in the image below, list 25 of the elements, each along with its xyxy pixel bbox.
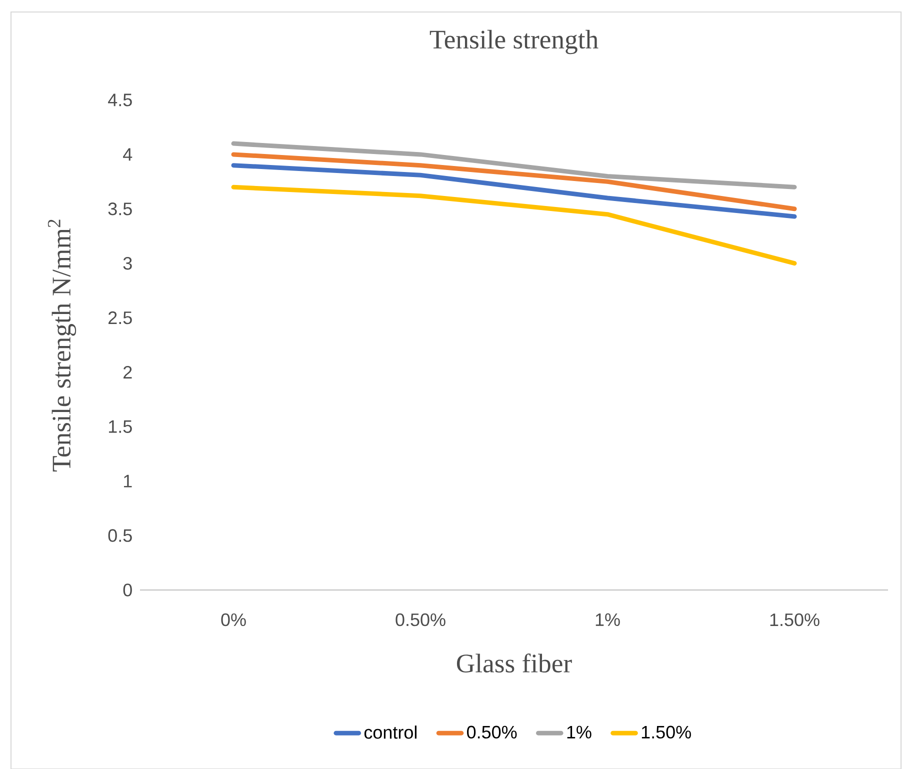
chart-title: Tensile strength bbox=[430, 30, 598, 54]
y-tick-label: 0.5 bbox=[108, 529, 132, 542]
line-series bbox=[231, 141, 797, 190]
x-tick-label: 1.50% bbox=[770, 613, 820, 626]
x-tick-label: 1% bbox=[596, 613, 620, 626]
x-tick-label: 0.50% bbox=[396, 613, 446, 626]
line-series bbox=[231, 152, 797, 212]
legend-label: 1.50% bbox=[642, 726, 691, 739]
y-tick-label: 4.5 bbox=[108, 94, 132, 106]
y-axis-title: Tensile strength N/mm$^{2}$ bbox=[48, 220, 76, 472]
line-series bbox=[231, 184, 797, 266]
x-tick-label: 0% bbox=[221, 613, 246, 626]
y-tick-label: 2.5 bbox=[108, 311, 132, 324]
legend-label: 0.50% bbox=[467, 726, 517, 739]
y-tick-label: 3 bbox=[123, 256, 132, 270]
y-tick-label: 4 bbox=[123, 148, 132, 161]
line-series bbox=[231, 163, 797, 219]
y-tick-label: 1 bbox=[124, 474, 132, 488]
x-axis-title: Glass fiber bbox=[456, 653, 572, 673]
y-tick-label: 3.5 bbox=[108, 202, 132, 216]
legend-label: 1% bbox=[567, 726, 592, 738]
y-tick-label: 0 bbox=[123, 584, 132, 596]
legend-label: control bbox=[364, 726, 416, 739]
y-tick-label: 1.5 bbox=[108, 420, 132, 433]
y-tick-label: 2 bbox=[124, 366, 132, 379]
